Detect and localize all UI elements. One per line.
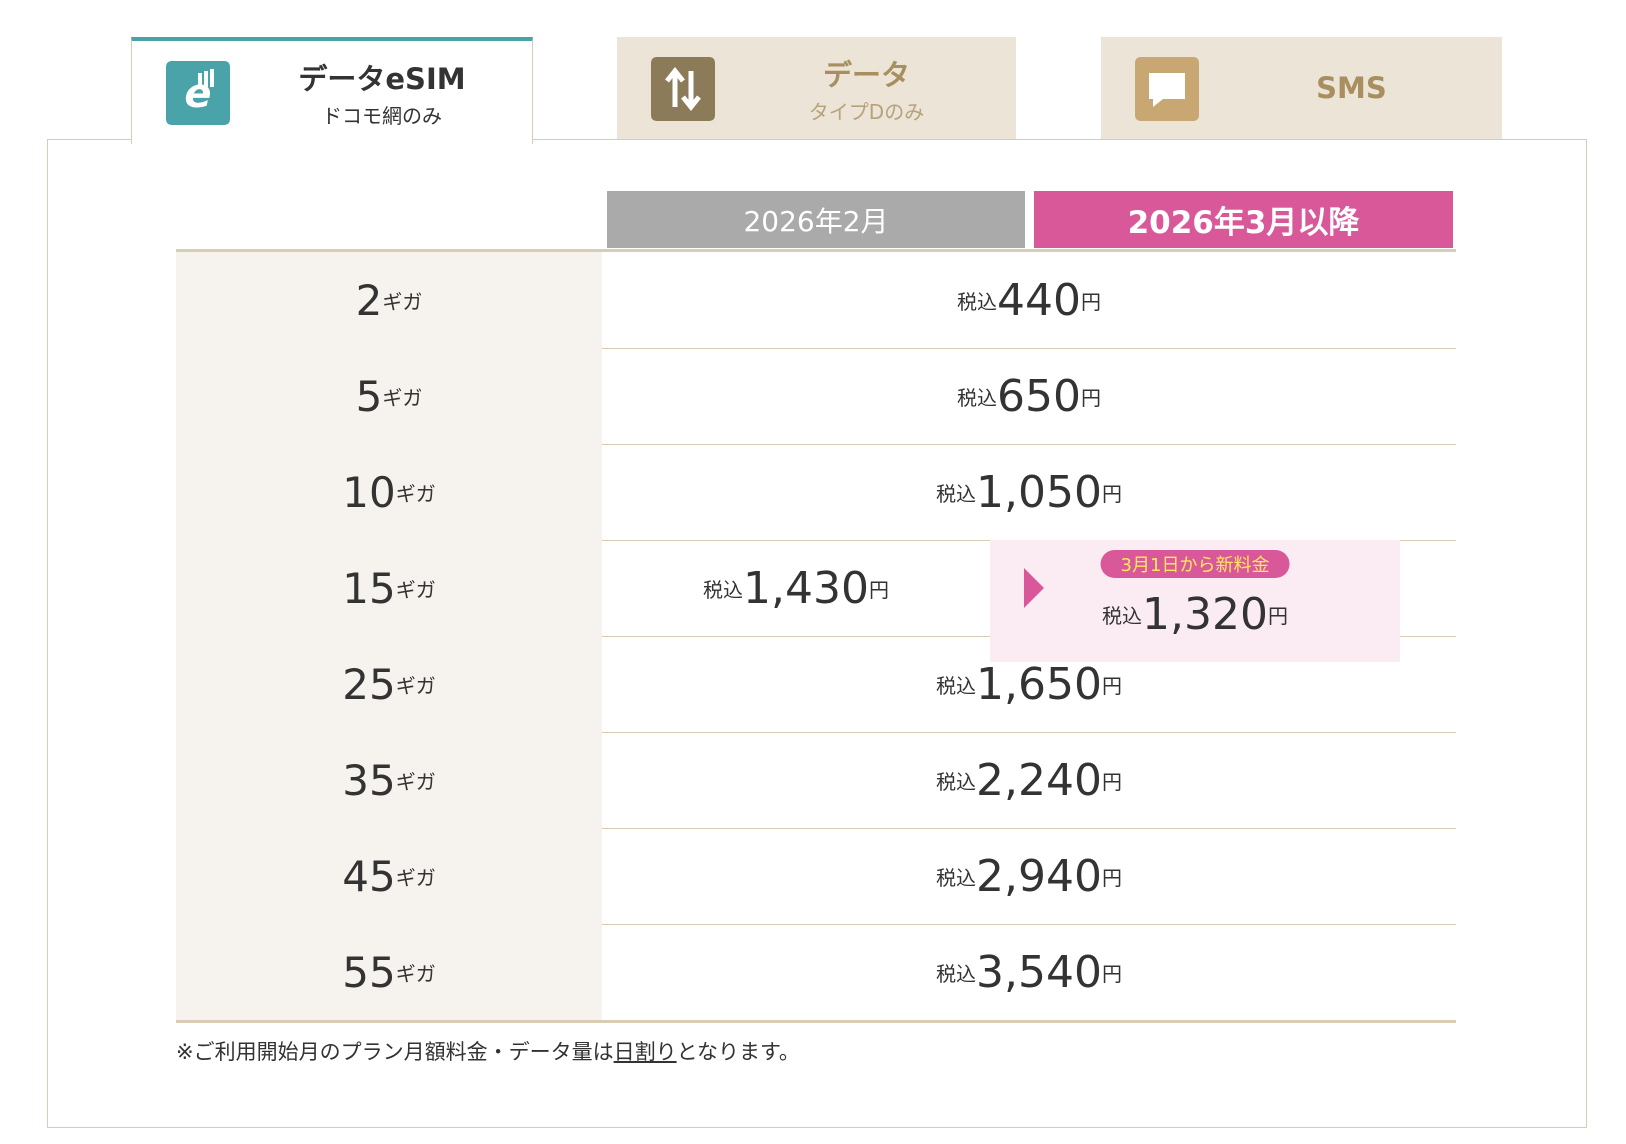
price-amount: 1,430 xyxy=(743,562,869,614)
plan-cell: 2 ギガ xyxy=(176,252,602,348)
plan-row: 25 ギガ 税込 1,650 円 xyxy=(176,636,1456,733)
price-cell: 税込 2,240 円 xyxy=(602,732,1456,828)
plan-size: 35 xyxy=(342,755,396,805)
yen-label: 円 xyxy=(1101,769,1122,794)
plan-cell: 55 ギガ xyxy=(176,924,602,1020)
header-mar: 2026年3月以降 xyxy=(1034,191,1453,248)
plan-unit: ギガ xyxy=(395,577,436,602)
tab-sms[interactable]: SMS xyxy=(1101,37,1502,139)
plan-size: 25 xyxy=(342,659,396,709)
yen-label: 円 xyxy=(1101,865,1122,890)
yen-label: 円 xyxy=(868,577,889,602)
price-amount: 650 xyxy=(997,370,1081,422)
plan-size: 55 xyxy=(342,947,396,997)
plan-unit: ギガ xyxy=(395,961,436,986)
yen-label: 円 xyxy=(1101,961,1122,986)
tab-title: データ xyxy=(822,57,910,92)
tax-label: 税込 xyxy=(703,577,744,602)
note-link[interactable]: 日割り xyxy=(613,1040,677,1064)
plan-cell: 15 ギガ xyxy=(176,540,602,636)
plan-size: 10 xyxy=(342,467,396,517)
plan-panel xyxy=(47,139,1587,1128)
table-bottom-rule xyxy=(176,1020,1456,1023)
plan-unit: ギガ xyxy=(382,289,423,314)
tax-label: 税込 xyxy=(936,769,977,794)
price-amount: 2,940 xyxy=(976,850,1102,902)
note: ※ご利用開始月のプラン月額料金・データ量は日割りとなります。 xyxy=(176,1036,800,1066)
plan-unit: ギガ xyxy=(395,673,436,698)
table-top-rule xyxy=(176,249,1456,252)
plan-row: 10 ギガ 税込 1,050 円 xyxy=(176,444,1456,541)
tax-label: 税込 xyxy=(957,385,997,410)
price-cell: 税込 1,050 円 xyxy=(602,444,1456,540)
tax-label: 税込 xyxy=(936,961,977,986)
plan-cell: 35 ギガ xyxy=(176,732,602,828)
price-cell: 税込 1,650 円 xyxy=(602,636,1456,732)
plan-row: 2 ギガ 税込 440 円 xyxy=(176,252,1456,349)
tab-subtitle: ドコモ網のみ xyxy=(322,104,442,128)
tab-title: データeSIM xyxy=(298,62,466,96)
tax-label: 税込 xyxy=(957,289,997,314)
plan-cell: 5 ギガ xyxy=(176,348,602,444)
tab-subtitle: タイプDのみ xyxy=(808,99,925,124)
plan-cell: 45 ギガ xyxy=(176,828,602,924)
tax-label: 税込 xyxy=(1102,603,1143,628)
price-cell: 3月1日から新料金 税込 1,320 円 xyxy=(990,540,1400,662)
plan-unit: ギガ xyxy=(395,481,436,506)
tab-data[interactable]: データタイプDのみ xyxy=(617,37,1016,139)
plan-unit: ギガ xyxy=(382,385,423,410)
header-feb: 2026年2月 xyxy=(607,191,1025,248)
price-cell: 税込 1,430 円 xyxy=(602,540,990,636)
new-price-badge: 3月1日から新料金 xyxy=(1100,550,1290,578)
plan-row: 5 ギガ 税込 650 円 xyxy=(176,348,1456,445)
arrow xyxy=(1024,568,1044,608)
yen-label: 円 xyxy=(1080,289,1101,314)
price-amount: 2,240 xyxy=(976,754,1102,806)
yen-label: 円 xyxy=(1267,603,1288,628)
price-amount: 1,650 xyxy=(976,658,1102,710)
plan-row: 45 ギガ 税込 2,940 円 xyxy=(176,828,1456,925)
tax-label: 税込 xyxy=(936,673,977,698)
tab-title: SMS xyxy=(1316,71,1387,105)
price-cell: 税込 3,540 円 xyxy=(602,924,1456,1020)
plan-row: 15 ギガ 税込 1,430 円 3月1日から新料金 税込 1,320 円 xyxy=(176,540,1456,662)
plan-unit: ギガ xyxy=(395,865,436,890)
plan-size: 45 xyxy=(342,851,396,901)
note-text: ※ご利用開始月のプラン月額料金・データ量は xyxy=(176,1040,614,1064)
price-cell: 税込 440 円 xyxy=(602,252,1456,348)
yen-label: 円 xyxy=(1101,673,1122,698)
sms-icon xyxy=(1135,57,1199,121)
esim-icon: e xyxy=(166,61,230,125)
tab-data-esim[interactable]: e データeSIM ドコモ網のみ xyxy=(131,37,533,144)
yen-label: 円 xyxy=(1101,481,1122,506)
price-amount: 1,320 xyxy=(1142,588,1268,640)
plan-cell: 10 ギガ xyxy=(176,444,602,540)
price-amount: 1,050 xyxy=(976,466,1102,518)
plan-size: 2 xyxy=(355,275,383,325)
data-icon xyxy=(651,57,715,121)
tax-label: 税込 xyxy=(936,481,977,506)
plan-cell: 25 ギガ xyxy=(176,636,602,732)
tax-label: 税込 xyxy=(936,865,977,890)
price-cell: 税込 2,940 円 xyxy=(602,828,1456,924)
price-amount: 440 xyxy=(997,274,1081,326)
plan-unit: ギガ xyxy=(395,769,436,794)
yen-label: 円 xyxy=(1080,385,1101,410)
note-text: となります。 xyxy=(676,1040,800,1064)
price-cell: 税込 650 円 xyxy=(602,348,1456,444)
plan-size: 15 xyxy=(342,563,396,613)
price-amount: 3,540 xyxy=(976,946,1102,998)
plan-row: 55 ギガ 税込 3,540 円 xyxy=(176,924,1456,1020)
plan-row: 35 ギガ 税込 2,240 円 xyxy=(176,732,1456,829)
plan-size: 5 xyxy=(355,371,383,421)
